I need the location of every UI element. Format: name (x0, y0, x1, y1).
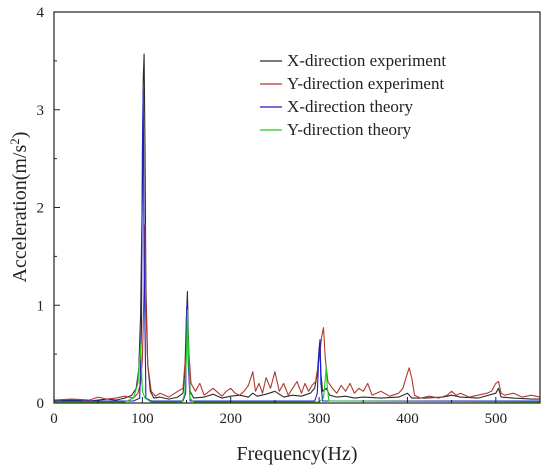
legend: X-direction experiment Y-direction experi… (260, 51, 446, 139)
y-axis-label-suffix: ) (9, 132, 31, 139)
x-tick-label: 400 (396, 411, 419, 427)
x-tick-label: 500 (485, 411, 508, 427)
x-axis-label: Frequency(Hz) (236, 443, 357, 465)
x-tick-label: 200 (219, 411, 242, 427)
y-tick-label: 1 (37, 298, 45, 314)
y-tick-label: 0 (37, 396, 45, 412)
axis-ticks: 0 100 200 300 400 500 0 1 2 3 4 (37, 5, 508, 427)
x-tick-label: 100 (131, 411, 154, 427)
y-axis-label: Acceleration(m/s2) (7, 132, 32, 283)
y-tick-label: 2 (37, 201, 45, 217)
legend-label-2: Y-direction experiment (287, 74, 444, 93)
series-line-1 (53, 53, 540, 402)
legend-label-1: X-direction experiment (287, 51, 446, 70)
y-tick-label: 3 (37, 103, 45, 119)
legend-label-4: Y-direction theory (287, 120, 412, 139)
y-tick-label: 4 (37, 5, 45, 21)
x-tick-label: 0 (50, 411, 58, 427)
y-axis-label-superscript: 2 (7, 138, 22, 145)
series-line-2 (53, 224, 541, 401)
legend-label-3: X-direction theory (287, 97, 414, 116)
plot-lines (53, 53, 541, 403)
y-axis-label-main: Acceleration(m/s (9, 145, 31, 283)
series-line-4 (54, 309, 541, 403)
x-tick-label: 300 (308, 411, 331, 427)
